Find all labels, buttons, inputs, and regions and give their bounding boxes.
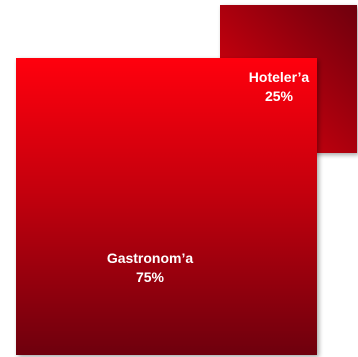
label-hoteleria-name: Hoteler’a [249, 69, 310, 85]
square-gastronomia-fill [16, 58, 317, 355]
label-gastronomia-value: 75% [136, 269, 165, 285]
square-gastronomia [16, 58, 317, 355]
label-hoteleria-value: 25% [265, 88, 294, 104]
label-gastronomia-name: Gastronom’a [107, 250, 194, 266]
